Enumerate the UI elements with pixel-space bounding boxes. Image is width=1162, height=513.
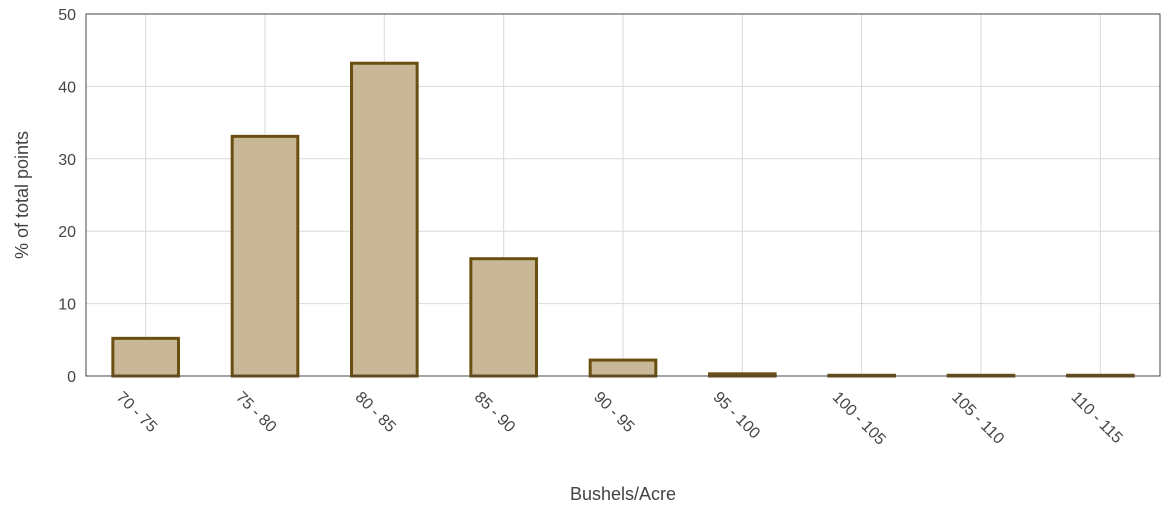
y-axis-ticks: 0 10 20 30 40 50: [58, 7, 76, 386]
y-tick-label: 10: [58, 297, 76, 314]
x-tick-label: 105 - 110: [948, 389, 1007, 448]
x-axis-title: Bushels/Acre: [570, 484, 676, 504]
x-tick-label: 80 - 85: [352, 389, 399, 436]
y-axis-title: % of total points: [12, 131, 32, 259]
y-tick-label: 30: [58, 152, 76, 169]
x-tick-label: 70 - 75: [113, 389, 160, 436]
plot-border: [85, 13, 1161, 377]
bar-80-85[interactable]: [350, 61, 419, 378]
x-axis-ticks: 70 - 75 75 - 80 80 - 85 85 - 90 90 - 95 95 - …: [113, 389, 1126, 449]
x-tick-label: 75 - 80: [232, 389, 279, 436]
y-tick-label: 20: [58, 224, 76, 241]
bar-70-75[interactable]: [111, 336, 180, 378]
x-tick-label: 85 - 90: [471, 389, 518, 436]
y-tick-label: 0: [67, 369, 76, 386]
y-tick-label: 40: [58, 79, 76, 96]
x-tick-label: 110 - 115: [1068, 389, 1126, 447]
y-tick-label: 50: [58, 7, 76, 24]
bar-90-95[interactable]: [588, 358, 658, 378]
bar-75-80[interactable]: [230, 134, 300, 378]
bar-85-90[interactable]: [469, 257, 538, 378]
x-tick-label: 90 - 95: [590, 389, 637, 436]
x-tick-label: 95 - 100: [710, 389, 764, 443]
x-tick-label: 100 - 105: [829, 389, 889, 449]
bars-layer: [111, 61, 1135, 378]
